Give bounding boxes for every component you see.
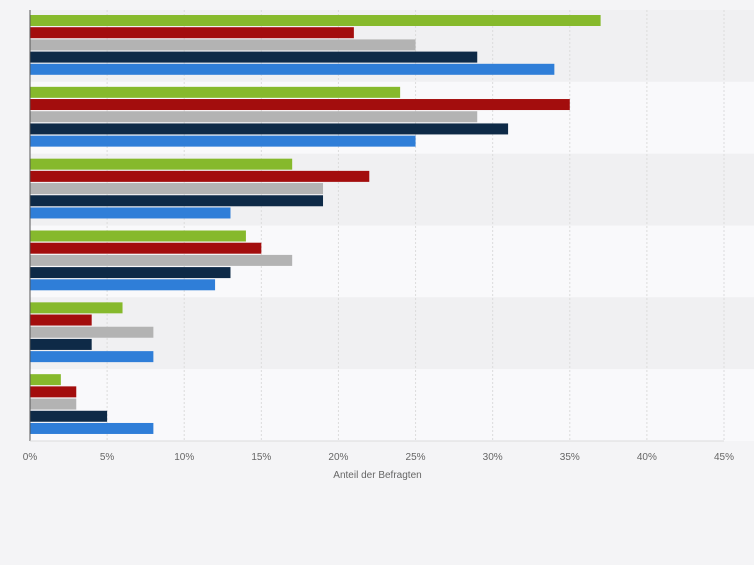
x-tick-labels: 0% 5% 10% 15% 20% 25% 30% 35% 40% 45% [23,452,734,463]
bar [30,314,92,326]
bar [30,27,354,39]
bar [30,254,293,266]
bar [30,410,108,422]
bar [30,351,154,363]
bar [30,398,77,410]
x-tick-label: 10% [174,452,194,463]
bars [30,15,601,434]
bar [30,338,92,350]
bar [30,158,293,170]
bar [30,111,478,123]
x-tick-label: 25% [406,452,426,463]
bar [30,207,231,219]
bar [30,99,570,111]
axes [29,10,724,442]
bar [30,267,231,279]
bar [30,386,77,398]
x-tick-label: 0% [23,452,38,463]
x-tick-label: 20% [328,452,348,463]
bar [30,422,154,434]
bar [30,230,246,242]
bar [30,242,262,254]
bar [30,195,324,207]
bar [30,63,555,75]
bar [30,39,416,51]
bar [30,123,509,135]
bar [30,135,416,147]
bar [30,374,61,386]
bar [30,86,401,98]
bar [30,15,601,26]
x-tick-label: 15% [251,452,271,463]
x-tick-label: 30% [483,452,503,463]
bar [30,170,370,182]
x-axis-label: Anteil der Befragten [333,470,421,481]
bar [30,326,154,338]
bar [30,51,478,63]
bar [30,279,216,291]
x-tick-label: 35% [560,452,580,463]
bar [30,183,324,195]
x-tick-label: 40% [637,452,657,463]
x-tick-label: 5% [100,452,115,463]
bar [30,302,123,314]
x-tick-label: 45% [714,452,734,463]
